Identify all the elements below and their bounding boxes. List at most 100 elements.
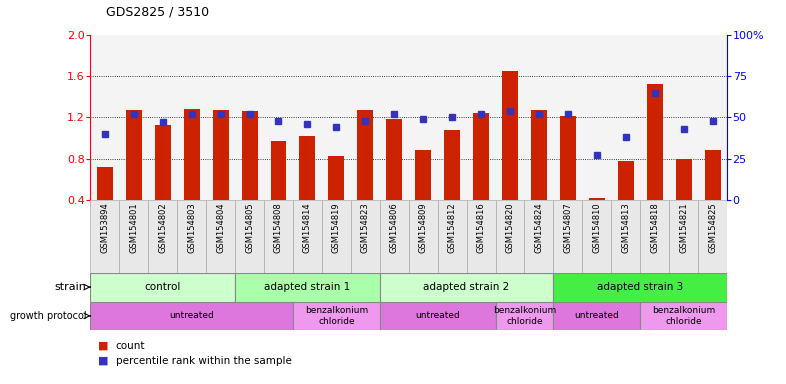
Bar	[90, 273, 235, 301]
Bar	[502, 71, 518, 200]
Bar	[206, 35, 235, 200]
Bar	[415, 151, 432, 200]
Bar	[467, 35, 495, 200]
Bar	[149, 200, 177, 273]
Bar	[438, 200, 467, 273]
Bar	[641, 35, 669, 200]
Text: GSM154802: GSM154802	[158, 202, 167, 253]
Text: GSM154810: GSM154810	[593, 202, 601, 253]
Bar	[184, 109, 200, 200]
Bar	[264, 200, 293, 273]
Bar	[698, 35, 727, 200]
Bar	[270, 141, 286, 200]
Bar	[90, 200, 119, 273]
Text: benzalkonium
chloride: benzalkonium chloride	[305, 306, 368, 326]
Bar	[582, 200, 612, 273]
Bar	[473, 113, 489, 200]
Text: GDS2825 / 3510: GDS2825 / 3510	[106, 5, 209, 18]
Bar	[264, 35, 293, 200]
Bar	[467, 200, 495, 273]
Bar	[618, 161, 634, 200]
Bar	[90, 35, 119, 200]
Text: GSM154824: GSM154824	[534, 202, 543, 253]
Text: untreated: untreated	[169, 311, 214, 320]
Bar	[582, 35, 612, 200]
Text: adapted strain 2: adapted strain 2	[424, 282, 510, 292]
Bar	[380, 200, 409, 273]
Text: GSM154820: GSM154820	[505, 202, 515, 253]
Bar	[351, 200, 380, 273]
Bar	[329, 156, 344, 200]
Bar	[553, 35, 582, 200]
Bar	[293, 200, 322, 273]
Text: GSM154804: GSM154804	[216, 202, 225, 253]
Bar	[177, 200, 206, 273]
Bar	[119, 200, 149, 273]
Bar	[241, 111, 258, 200]
Text: GSM154821: GSM154821	[679, 202, 688, 253]
Text: GSM154801: GSM154801	[130, 202, 138, 253]
Bar	[676, 159, 692, 200]
Bar	[669, 35, 698, 200]
Bar	[235, 35, 264, 200]
Text: GSM154808: GSM154808	[274, 202, 283, 253]
Bar	[177, 35, 206, 200]
Bar	[409, 200, 438, 273]
Bar	[235, 200, 264, 273]
Text: GSM154807: GSM154807	[564, 202, 572, 253]
Text: untreated: untreated	[575, 311, 619, 320]
Bar	[495, 200, 524, 273]
Text: growth protocol: growth protocol	[10, 311, 86, 321]
Text: ■: ■	[98, 356, 108, 366]
Bar	[380, 301, 495, 330]
Bar	[524, 200, 553, 273]
Bar	[612, 200, 641, 273]
Bar	[531, 110, 547, 200]
Text: GSM154812: GSM154812	[448, 202, 457, 253]
Text: untreated: untreated	[415, 311, 460, 320]
Text: adapted strain 1: adapted strain 1	[264, 282, 351, 292]
Text: control: control	[145, 282, 181, 292]
Text: GSM154816: GSM154816	[476, 202, 486, 253]
Text: GSM154819: GSM154819	[332, 202, 341, 253]
Text: GSM154814: GSM154814	[303, 202, 312, 253]
Bar	[589, 198, 604, 200]
Bar	[444, 130, 460, 200]
Text: percentile rank within the sample: percentile rank within the sample	[116, 356, 292, 366]
Bar	[553, 301, 641, 330]
Bar	[495, 35, 524, 200]
Bar	[386, 119, 402, 200]
Text: GSM154803: GSM154803	[187, 202, 196, 253]
Bar	[206, 200, 235, 273]
Text: count: count	[116, 341, 145, 351]
Bar	[126, 110, 141, 200]
Bar	[293, 35, 322, 200]
Bar	[358, 110, 373, 200]
Text: adapted strain 3: adapted strain 3	[597, 282, 683, 292]
Bar	[669, 200, 698, 273]
Bar	[149, 35, 177, 200]
Bar	[351, 35, 380, 200]
Bar	[553, 273, 727, 301]
Bar	[524, 35, 553, 200]
Bar	[704, 151, 721, 200]
Text: GSM154823: GSM154823	[361, 202, 369, 253]
Text: benzalkonium
chloride: benzalkonium chloride	[493, 306, 556, 326]
Text: benzalkonium
chloride: benzalkonium chloride	[652, 306, 715, 326]
Bar	[560, 116, 576, 200]
Bar	[213, 110, 229, 200]
Bar	[612, 35, 641, 200]
Text: GSM154818: GSM154818	[650, 202, 659, 253]
Text: GSM154809: GSM154809	[419, 202, 428, 253]
Bar	[641, 301, 727, 330]
Text: GSM154806: GSM154806	[390, 202, 399, 253]
Bar	[155, 124, 171, 200]
Bar	[322, 200, 351, 273]
Bar	[235, 273, 380, 301]
Bar	[97, 167, 113, 200]
Bar	[495, 301, 553, 330]
Bar	[90, 301, 293, 330]
Bar	[119, 35, 149, 200]
Bar	[380, 273, 553, 301]
Bar	[299, 136, 315, 200]
